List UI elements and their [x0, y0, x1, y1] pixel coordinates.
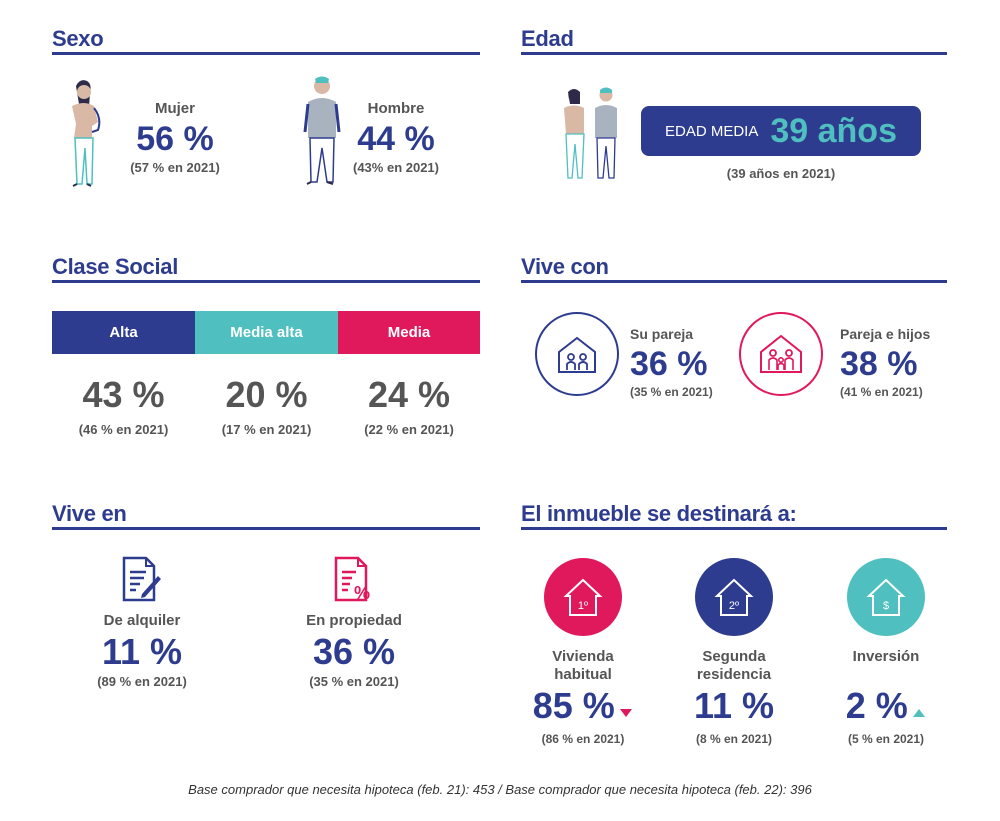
section-rule [521, 527, 947, 530]
inmueble-inversion-prev: (5 % en 2021) [847, 732, 925, 746]
vive-en-propiedad-value: 36 % [312, 631, 396, 672]
section-rule [52, 52, 480, 55]
house-couple-icon [535, 312, 619, 396]
section-rule [52, 280, 480, 283]
inmueble-inversion-value: 2 % [845, 685, 908, 726]
edad-media-label: EDAD MEDIA [665, 122, 759, 140]
edad-media-badge: EDAD MEDIA 39 años [641, 106, 921, 156]
inmueble-vivienda-label-1: Vivienda [552, 648, 614, 665]
svg-text:2º: 2º [729, 600, 739, 612]
inmueble-vivienda-prev: (86 % en 2021) [541, 732, 625, 746]
section-title-sexo: Sexo [52, 26, 104, 51]
property-document-icon: % [334, 556, 370, 602]
clase-alta-value: 43 % [82, 374, 165, 415]
couple-figure-icon [564, 87, 617, 179]
section-rule [521, 52, 947, 55]
vive-con-pareja-hijos-label: Pareja e hijos [840, 326, 931, 342]
clase-alta-prev: (46 % en 2021) [78, 422, 169, 437]
section-title-vive-en: Vive en [52, 501, 127, 526]
rental-contract-icon [122, 556, 161, 602]
inmueble-segunda-label-1: Segunda [702, 648, 766, 665]
hombre-label: Hombre [367, 100, 425, 117]
inmueble-vivienda-label-2: habitual [554, 666, 612, 683]
inmueble-vivienda-value: 85 % [532, 685, 615, 726]
vive-en-alquiler-label: De alquiler [103, 612, 181, 629]
edad-prev: (39 años en 2021) [726, 166, 836, 181]
vive-en-propiedad-prev: (35 % en 2021) [309, 674, 399, 689]
clase-media-value: 24 % [367, 374, 451, 415]
man-figure-icon [303, 76, 341, 185]
mujer-prev: (57 % en 2021) [130, 160, 220, 175]
mujer-value: 56 % [136, 120, 214, 158]
investment-home-icon: $ [847, 558, 925, 636]
svg-text:1º: 1º [578, 600, 588, 612]
vive-con-pareja-label: Su pareja [630, 326, 694, 342]
clase-bar-alta: Alta [52, 311, 195, 354]
house-family-icon [739, 312, 823, 396]
svg-text:%: % [354, 583, 370, 602]
vive-en-propiedad-label: En propiedad [306, 612, 402, 629]
vive-con-pareja-prev: (35 % en 2021) [630, 385, 713, 399]
section-rule [521, 280, 947, 283]
edad-media-value: 39 años [770, 111, 897, 150]
vive-con-pareja-hijos-prev: (41 % en 2021) [840, 385, 923, 399]
section-title-inmueble: El inmueble se destinará a: [521, 501, 797, 526]
inmueble-inversion-label: Inversión [852, 648, 920, 665]
svg-text:$: $ [883, 600, 889, 612]
inmueble-segunda-value: 11 % [693, 685, 775, 726]
clase-media-alta-value: 20 % [225, 374, 308, 415]
trend-down-icon [620, 709, 633, 717]
inmueble-segunda-label-2: residencia [696, 666, 772, 683]
clase-bar-media-alta: Media alta [195, 311, 338, 354]
clase-bar-media: Media [338, 311, 480, 354]
vive-con-pareja-value: 36 % [630, 345, 708, 383]
clase-media-prev: (22 % en 2021) [364, 422, 454, 437]
section-title-vive-con: Vive con [521, 254, 609, 279]
mujer-label: Mujer [154, 100, 195, 117]
section-title-edad: Edad [521, 26, 574, 51]
woman-figure-icon [72, 80, 101, 187]
hombre-value: 44 % [357, 120, 435, 158]
vive-con-pareja-hijos-value: 38 % [840, 345, 918, 383]
trend-up-icon [913, 709, 926, 717]
vive-en-alquiler-prev: (89 % en 2021) [97, 674, 187, 689]
section-rule [52, 527, 480, 530]
section-title-clase-social: Clase Social [52, 254, 179, 279]
footnote: Base comprador que necesita hipoteca (fe… [188, 782, 812, 797]
inmueble-segunda-prev: (8 % en 2021) [695, 732, 773, 746]
clase-media-alta-prev: (17 % en 2021) [221, 422, 312, 437]
second-home-icon: 2º [695, 558, 773, 636]
hombre-prev: (43% en 2021) [353, 160, 439, 175]
vive-en-alquiler-value: 11 % [101, 631, 183, 672]
primary-home-icon: 1º [544, 558, 622, 636]
